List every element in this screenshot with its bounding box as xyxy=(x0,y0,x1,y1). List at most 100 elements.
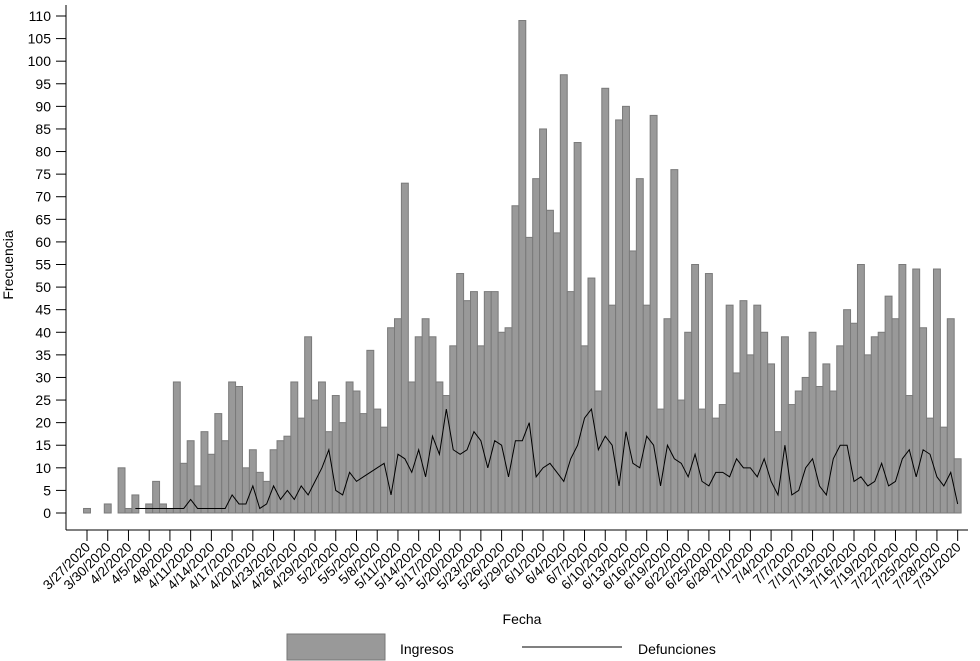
bar xyxy=(822,363,831,514)
bar xyxy=(124,507,133,514)
bar xyxy=(760,331,769,514)
bar xyxy=(269,449,278,514)
bar xyxy=(483,291,492,514)
bar xyxy=(235,385,243,514)
bar xyxy=(442,395,451,514)
bar xyxy=(345,381,354,514)
bar-series-ingresos xyxy=(83,20,962,514)
y-tick-label: 80 xyxy=(35,144,51,160)
bar xyxy=(525,236,534,514)
bar xyxy=(470,291,478,514)
bar xyxy=(850,322,858,514)
bar xyxy=(152,480,161,514)
bar xyxy=(366,349,375,514)
legend-label-ingresos: Ingresos xyxy=(400,641,454,657)
legend-swatch-ingresos xyxy=(286,633,386,661)
bar xyxy=(725,304,734,514)
bar xyxy=(165,507,174,514)
bar xyxy=(649,114,658,514)
bar xyxy=(414,336,423,514)
y-tick-label: 20 xyxy=(35,415,51,431)
bar xyxy=(732,372,741,514)
bar xyxy=(228,381,237,514)
bar xyxy=(898,264,907,514)
bar xyxy=(449,345,458,514)
bar xyxy=(905,395,914,514)
y-tick-label: 100 xyxy=(28,53,52,69)
bar xyxy=(172,381,181,514)
bar xyxy=(829,390,838,514)
bar xyxy=(656,408,665,514)
bar xyxy=(808,331,817,514)
y-tick-label: 45 xyxy=(35,302,51,318)
bar xyxy=(953,458,962,514)
bar xyxy=(317,381,326,514)
bar xyxy=(780,336,789,514)
bar xyxy=(870,336,879,514)
bar xyxy=(753,304,762,514)
bar xyxy=(394,318,402,514)
bar xyxy=(635,178,644,514)
y-tick-label: 25 xyxy=(35,392,51,408)
bar xyxy=(373,408,382,514)
bar xyxy=(615,119,624,514)
bar xyxy=(338,422,347,514)
bar xyxy=(552,232,561,514)
bar xyxy=(926,417,934,514)
bar xyxy=(642,304,651,514)
bar xyxy=(186,440,195,514)
bar xyxy=(739,300,748,514)
y-tick-label: 30 xyxy=(35,369,51,385)
bar xyxy=(297,417,306,514)
bar xyxy=(546,209,554,514)
bar xyxy=(939,426,948,514)
bar xyxy=(684,331,693,514)
bar xyxy=(566,291,575,514)
bar xyxy=(490,291,499,514)
bar xyxy=(856,264,865,514)
bar xyxy=(518,20,527,514)
y-tick-label: 70 xyxy=(35,189,51,205)
bar xyxy=(304,336,313,514)
bar xyxy=(704,273,713,514)
bar xyxy=(359,413,368,514)
bar xyxy=(698,408,706,514)
bar xyxy=(504,327,513,514)
y-tick-label: 75 xyxy=(35,166,51,182)
bar xyxy=(207,453,216,514)
bar xyxy=(919,327,928,514)
bar xyxy=(767,363,776,514)
y-tick-label: 35 xyxy=(35,347,51,363)
y-axis-label: Frecuencia xyxy=(0,230,16,299)
bar xyxy=(324,431,333,514)
bar xyxy=(877,331,886,514)
bar xyxy=(677,399,686,514)
bar xyxy=(718,404,727,514)
bar xyxy=(400,182,409,514)
bar xyxy=(746,354,755,514)
bar xyxy=(932,268,941,514)
y-tick-label: 110 xyxy=(29,8,52,24)
y-tick-label: 40 xyxy=(35,324,51,340)
bar xyxy=(241,467,250,514)
bar xyxy=(774,431,782,514)
line-series-defunciones xyxy=(135,407,959,510)
y-tick-label: 105 xyxy=(28,31,52,47)
y-axis: 0 5 10 15 20 25 30 35 40 45 50 55 60 65 70 75 80 85 90 95 10… xyxy=(28,5,67,530)
bar xyxy=(511,205,520,514)
bar xyxy=(497,331,506,514)
bar xyxy=(352,390,361,514)
bar xyxy=(787,404,796,514)
legend-label-defunciones: Defunciones xyxy=(638,641,716,657)
bar xyxy=(214,413,223,514)
bar xyxy=(248,449,257,514)
bar xyxy=(83,507,91,514)
bar xyxy=(221,440,230,514)
bar xyxy=(276,440,285,514)
bar xyxy=(573,142,582,514)
bar xyxy=(131,494,140,514)
bar xyxy=(407,381,416,514)
bar xyxy=(380,426,389,514)
bar xyxy=(946,318,955,514)
